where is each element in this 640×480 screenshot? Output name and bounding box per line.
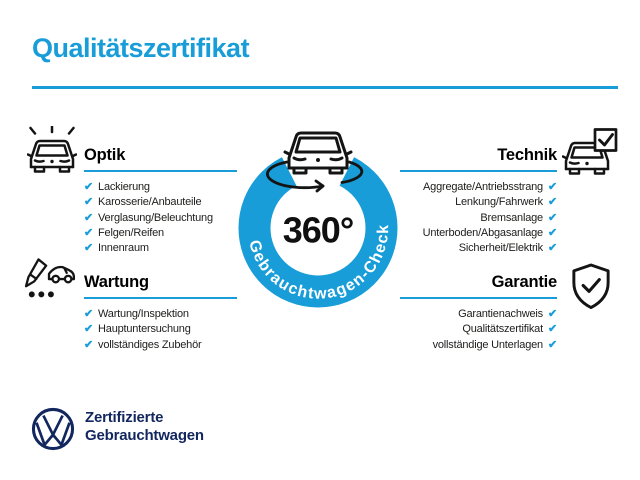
section-optik: Optik ✔ Lackierung ✔ Karosserie/Anbauteile…: [84, 145, 237, 256]
item-label: Verglasung/Beleuchtung: [98, 211, 213, 224]
checkmark-icon: ✔: [547, 211, 557, 224]
checkmark-icon: ✔: [84, 211, 94, 224]
car-checkbox-icon: [562, 128, 618, 180]
item-label: Garantienachweis: [458, 308, 543, 320]
footer-brand-text: Zertifizierte Gebrauchtwagen: [85, 409, 204, 444]
check-item: Garantienachweis ✔: [400, 307, 557, 322]
item-label: Aggregate/Antriebsstrang: [423, 181, 543, 193]
checkmark-icon: ✔: [84, 242, 94, 255]
item-label: Felgen/Reifen: [98, 226, 164, 239]
item-label: Hauptuntersuchung: [98, 323, 191, 336]
checkmark-icon: ✔: [84, 226, 94, 239]
checkmark-icon: ✔: [547, 196, 557, 209]
car-rotation-icon: [266, 131, 364, 193]
item-label: Lackierung: [98, 181, 150, 193]
service-checklist-icon: [23, 258, 75, 302]
check-item: Aggregate/Antriebsstrang ✔: [400, 180, 557, 195]
checkmark-icon: ✔: [547, 226, 557, 239]
check-item: ✔ Felgen/Reifen: [84, 226, 237, 241]
check-item: Bremsanlage ✔: [400, 211, 557, 226]
section-title: Wartung: [84, 272, 237, 299]
check-item: ✔ Verglasung/Beleuchtung: [84, 211, 237, 226]
check-item: ✔ vollständiges Zubehör: [84, 338, 237, 353]
section-garantie: Garantie Garantienachweis ✔ Qualitätszert…: [400, 272, 557, 353]
check-item: ✔ Innenraum: [84, 241, 237, 256]
check-item: vollständige Unterlagen ✔: [400, 338, 558, 353]
check-item: Unterboden/Abgasanlage ✔: [400, 226, 558, 241]
item-label: Innenraum: [98, 242, 149, 255]
checkmark-icon: ✔: [84, 181, 94, 193]
footer-line-2: Gebrauchtwagen: [85, 426, 204, 444]
check-item: Sicherheit/Elektrik ✔: [400, 241, 557, 256]
section-wartung: Wartung ✔ Wartung/Inspektion ✔ Hauptunters…: [84, 272, 237, 353]
checkmark-icon: ✔: [547, 242, 557, 255]
section-title: Optik: [84, 145, 237, 172]
check-item: ✔ Wartung/Inspektion: [84, 307, 237, 322]
checkmark-icon: ✔: [547, 323, 557, 336]
360-check-badge: Gebrauchtwagen-Check 360°: [230, 108, 406, 317]
item-label: Bremsanlage: [480, 211, 543, 224]
item-label: vollständige Unterlagen: [432, 338, 544, 351]
checkmark-icon: ✔: [84, 308, 94, 320]
page-title: Qualitätszertifikat: [32, 33, 250, 63]
item-label: Unterboden/Abgasanlage: [422, 226, 544, 239]
check-item: Qualitätszertifikat ✔: [400, 322, 557, 337]
checkmark-icon: ✔: [84, 196, 94, 209]
item-label: Lenkung/Fahrwerk: [455, 196, 543, 209]
section-title: Technik: [400, 145, 557, 172]
vw-logo-icon: [30, 406, 76, 457]
item-label: Sicherheit/Elektrik: [458, 242, 543, 255]
shield-check-icon: [570, 263, 612, 310]
checkmark-icon: ✔: [84, 323, 94, 336]
footer-line-1: Zertifizierte: [85, 409, 164, 426]
car-shine-icon: [27, 126, 77, 175]
section-technik: Technik Aggregate/Antriebsstrang ✔ Lenkun…: [400, 145, 557, 256]
item-label: Karosserie/Anbauteile: [98, 196, 202, 209]
checkmark-icon: ✔: [547, 181, 557, 193]
item-label: Wartung/Inspektion: [98, 308, 189, 320]
section-title: Garantie: [400, 272, 557, 299]
checkmark-icon: ✔: [547, 338, 557, 351]
checkmark-icon: ✔: [84, 338, 94, 351]
check-item: ✔ Lackierung: [84, 180, 237, 195]
check-item: ✔ Karosserie/Anbauteile: [84, 195, 237, 210]
check-item: ✔ Hauptuntersuchung: [84, 322, 237, 337]
checkmark-icon: ✔: [547, 308, 557, 320]
item-label: Qualitätszertifikat: [462, 323, 543, 336]
check-item: Lenkung/Fahrwerk ✔: [400, 195, 557, 210]
item-label: vollständiges Zubehör: [98, 338, 202, 351]
title-divider: [32, 86, 618, 89]
degree-label: 360°: [283, 210, 353, 251]
